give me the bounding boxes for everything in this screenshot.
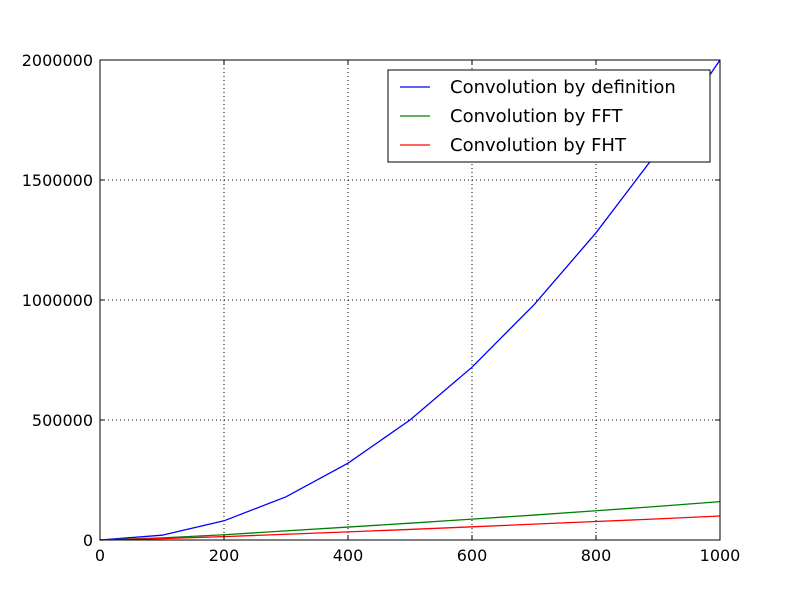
y-tick-label: 1500000 — [22, 171, 93, 190]
legend: Convolution by definition Convolution by … — [387, 69, 711, 163]
y-tick-label: 1000000 — [22, 291, 93, 310]
series-line — [99, 500, 721, 541]
x-tick-label: 800 — [581, 546, 612, 565]
legend-label: Convolution by FHT — [450, 135, 627, 156]
legend-label: Convolution by definition — [450, 77, 676, 98]
x-tick-label: 400 — [333, 546, 364, 565]
x-tick-label: 600 — [457, 546, 488, 565]
x-tick-label: 1000 — [700, 546, 741, 565]
series-lines — [99, 59, 721, 541]
series-line — [99, 59, 721, 541]
x-tick-label: 200 — [209, 546, 240, 565]
ticks: 0 200 400 600 800 1000 0 500000 1000000 1500000 20… — [22, 51, 741, 565]
y-tick-label: 0 — [83, 531, 93, 550]
y-tick-label: 500000 — [32, 411, 93, 430]
x-tick-label: 0 — [95, 546, 105, 565]
series-line — [99, 515, 721, 541]
legend-label: Convolution by FFT — [450, 106, 623, 127]
y-tick-label: 2000000 — [22, 51, 93, 70]
legend-box — [387, 69, 711, 163]
